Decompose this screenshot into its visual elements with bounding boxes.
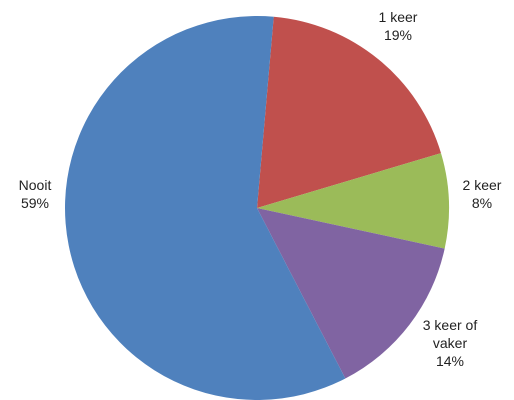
data-label-line: 8% <box>472 195 492 211</box>
pie-slice-3-keer-of-vaker <box>257 208 445 379</box>
pie-slices <box>65 15 449 400</box>
data-label-nooit: Nooit 59% <box>19 177 52 211</box>
data-label-line: 2 keer <box>463 177 502 193</box>
data-label-3-keer-of-vaker: 3 keer of vaker 14% <box>423 317 478 369</box>
data-label-2-keer: 2 keer 8% <box>463 177 502 211</box>
data-label-line: Nooit <box>19 177 52 193</box>
data-label-line: 59% <box>21 195 49 211</box>
data-label-line: vaker <box>433 335 468 351</box>
pie-slice-1-keer <box>257 16 441 209</box>
data-label-line: 1 keer <box>379 9 418 25</box>
pie-slice-2-keer <box>257 153 449 249</box>
data-label-line: 14% <box>436 353 464 369</box>
pie-data-labels: 1 keer 19% 2 keer 8% 3 keer of vaker 14% Nooit 5… <box>19 9 502 369</box>
pie-slice-nooit <box>65 15 346 400</box>
data-label-line: 19% <box>384 27 412 43</box>
data-label-line: 3 keer of <box>423 317 478 333</box>
data-label-1-keer: 1 keer 19% <box>379 9 418 43</box>
